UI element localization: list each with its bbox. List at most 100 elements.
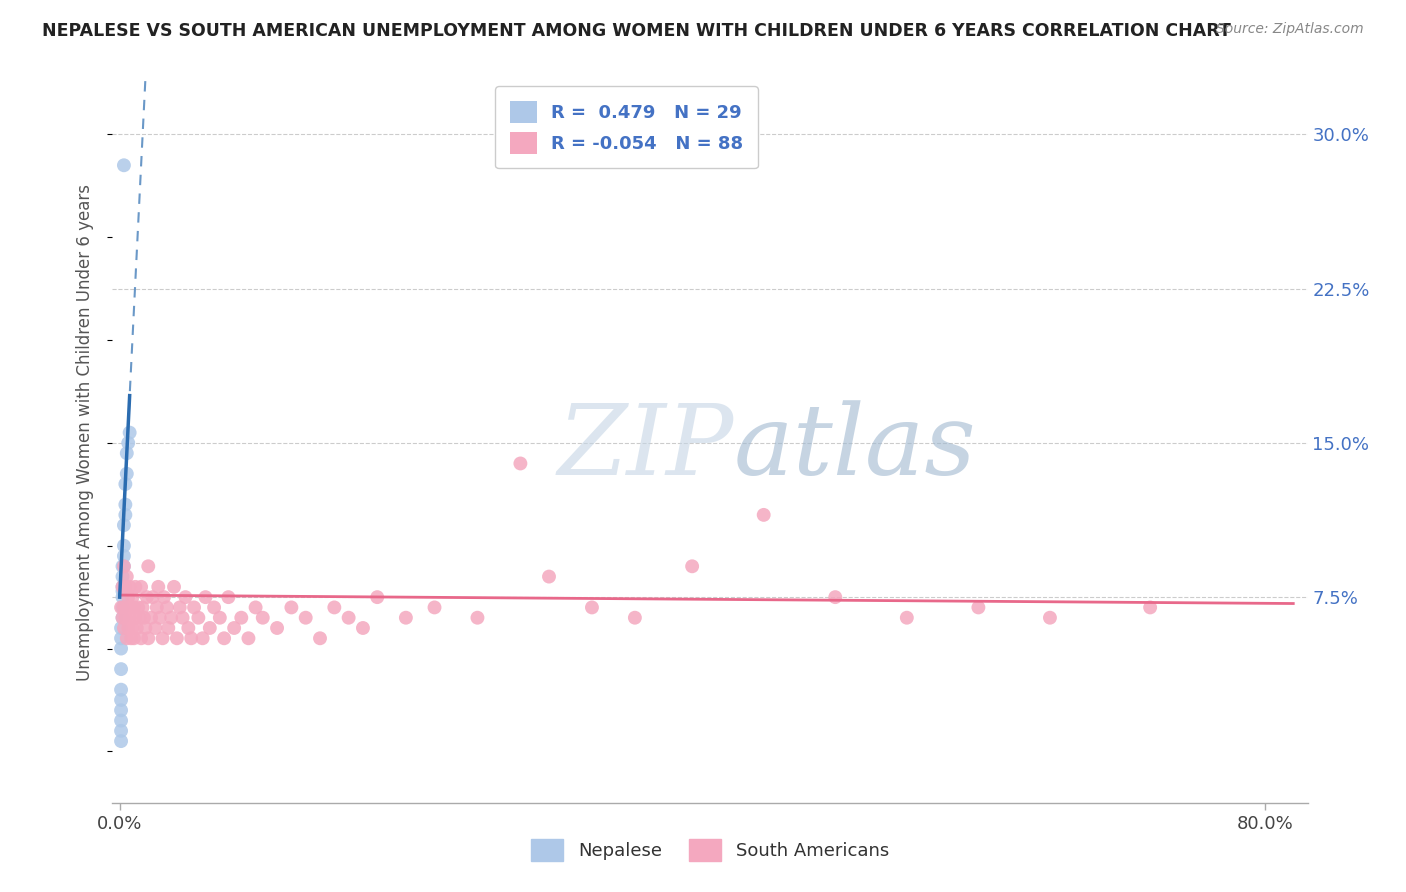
Point bbox=[146, 600, 169, 615]
Point bbox=[110, 723, 132, 738]
Point bbox=[110, 693, 132, 707]
Point bbox=[624, 611, 647, 625]
Point bbox=[114, 508, 136, 522]
Point bbox=[1039, 611, 1062, 625]
Text: NEPALESE VS SOUTH AMERICAN UNEMPLOYMENT AMONG WOMEN WITH CHILDREN UNDER 6 YEARS : NEPALESE VS SOUTH AMERICAN UNEMPLOYMENT … bbox=[42, 22, 1232, 40]
Point bbox=[111, 580, 134, 594]
Point bbox=[160, 611, 183, 625]
Point bbox=[117, 436, 139, 450]
Point bbox=[110, 632, 132, 646]
Point bbox=[172, 611, 194, 625]
Point bbox=[202, 600, 225, 615]
Point bbox=[824, 590, 846, 604]
Point bbox=[135, 590, 157, 604]
Point bbox=[110, 621, 132, 635]
Point bbox=[149, 611, 172, 625]
Point bbox=[212, 632, 235, 646]
Point bbox=[156, 600, 179, 615]
Point bbox=[111, 580, 134, 594]
Point bbox=[224, 621, 246, 635]
Text: Source: ZipAtlas.com: Source: ZipAtlas.com bbox=[1216, 22, 1364, 37]
Point bbox=[115, 446, 138, 460]
Point bbox=[280, 600, 302, 615]
Point bbox=[117, 590, 139, 604]
Point bbox=[967, 600, 990, 615]
Point bbox=[142, 590, 165, 604]
Point bbox=[467, 611, 489, 625]
Point bbox=[183, 600, 205, 615]
Point bbox=[217, 590, 239, 604]
Point bbox=[194, 590, 217, 604]
Point bbox=[198, 621, 221, 635]
Point bbox=[118, 611, 141, 625]
Point bbox=[352, 621, 374, 635]
Point bbox=[128, 611, 150, 625]
Point bbox=[110, 641, 132, 656]
Point bbox=[118, 425, 141, 440]
Text: ZIP: ZIP bbox=[558, 400, 734, 495]
Point bbox=[309, 632, 332, 646]
Point bbox=[115, 569, 138, 583]
Point bbox=[111, 584, 134, 599]
Point bbox=[114, 580, 136, 594]
Point bbox=[112, 539, 135, 553]
Point bbox=[136, 559, 159, 574]
Point bbox=[129, 580, 152, 594]
Point bbox=[145, 621, 167, 635]
Point bbox=[124, 611, 146, 625]
Point bbox=[537, 569, 560, 583]
Point bbox=[112, 549, 135, 563]
Point bbox=[124, 580, 146, 594]
Point bbox=[115, 632, 138, 646]
Point bbox=[111, 559, 134, 574]
Point bbox=[366, 590, 388, 604]
Point bbox=[115, 467, 138, 481]
Point bbox=[129, 632, 152, 646]
Point bbox=[152, 632, 174, 646]
Point bbox=[139, 611, 162, 625]
Point bbox=[148, 580, 170, 594]
Point bbox=[252, 611, 274, 625]
Point bbox=[166, 632, 188, 646]
Point bbox=[169, 600, 191, 615]
Point bbox=[117, 621, 139, 635]
Point bbox=[111, 590, 134, 604]
Point bbox=[752, 508, 775, 522]
Point bbox=[112, 559, 135, 574]
Point bbox=[111, 611, 134, 625]
Point bbox=[120, 632, 142, 646]
Point bbox=[337, 611, 360, 625]
Point bbox=[191, 632, 214, 646]
Point bbox=[111, 569, 134, 583]
Point bbox=[115, 600, 138, 615]
Point bbox=[112, 621, 135, 635]
Point bbox=[110, 662, 132, 676]
Point bbox=[180, 632, 202, 646]
Point bbox=[122, 632, 145, 646]
Point bbox=[163, 580, 186, 594]
Point bbox=[112, 518, 135, 533]
Point bbox=[125, 621, 148, 635]
Point bbox=[395, 611, 418, 625]
Point bbox=[681, 559, 703, 574]
Point bbox=[110, 734, 132, 748]
Point bbox=[509, 457, 531, 471]
Point bbox=[208, 611, 231, 625]
Point bbox=[127, 600, 149, 615]
Point bbox=[131, 600, 153, 615]
Point bbox=[266, 621, 288, 635]
Point bbox=[112, 158, 135, 172]
Point bbox=[132, 611, 155, 625]
Point bbox=[120, 600, 142, 615]
Point bbox=[231, 611, 253, 625]
Point bbox=[896, 611, 918, 625]
Point bbox=[121, 590, 143, 604]
Point bbox=[122, 600, 145, 615]
Point bbox=[153, 590, 176, 604]
Point bbox=[177, 621, 200, 635]
Point bbox=[174, 590, 197, 604]
Y-axis label: Unemployment Among Women with Children Under 6 years: Unemployment Among Women with Children U… bbox=[76, 184, 94, 681]
Point bbox=[423, 600, 446, 615]
Point bbox=[238, 632, 260, 646]
Point bbox=[134, 621, 156, 635]
